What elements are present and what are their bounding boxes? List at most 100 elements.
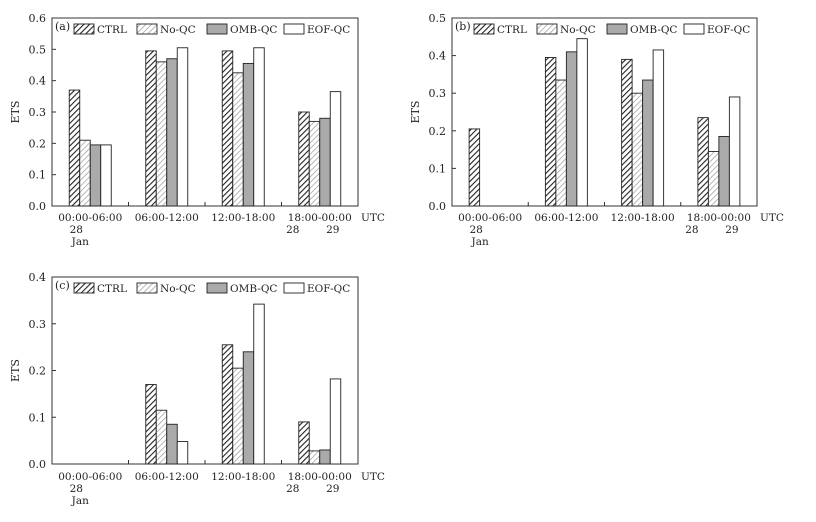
bar-omb xyxy=(242,62,255,207)
bar-noqc xyxy=(308,120,321,207)
legend-swatch-ctrl xyxy=(73,23,95,35)
date-label: Jan xyxy=(471,236,489,248)
date-label: 28 xyxy=(70,483,83,495)
date-label: 29 xyxy=(326,224,339,236)
date-label: 28 xyxy=(70,224,83,236)
x-tick-label: 12:00-18:00 xyxy=(211,212,275,224)
bar-eof xyxy=(576,38,588,207)
bar-noqc xyxy=(555,79,567,207)
x-tick-label: 00:00-06:00 xyxy=(58,471,122,483)
y-tick-label: 0.3 xyxy=(29,106,47,119)
date-label: 29 xyxy=(326,483,339,495)
legend-swatch-ctrl xyxy=(73,282,95,294)
y-tick-label: 0.0 xyxy=(29,458,47,471)
x-tick-label: 06:00-12:00 xyxy=(135,471,199,483)
legend-label-omb: OMB-QC xyxy=(230,24,277,36)
chart-panel-c: 0.0 0.1 0.2 0.3 0.4 ETS (c) 00:00-06:00 06:00-12… xyxy=(9,271,385,507)
legend-swatch-noqc xyxy=(136,282,158,294)
bar-eof xyxy=(176,47,189,207)
bar-ctrl xyxy=(145,384,157,465)
x-tick-label: 00:00-06:00 xyxy=(58,212,122,224)
bar-ctrl xyxy=(468,128,481,207)
legend-label-noqc: No-QC xyxy=(160,24,196,36)
panel-label: (a) xyxy=(55,20,70,33)
bar-noqc xyxy=(707,151,720,207)
y-tick-label: 0.5 xyxy=(29,43,47,56)
bar-noqc xyxy=(155,61,168,207)
bar-ctrl xyxy=(68,89,81,207)
legend-label-ctrl: CTRL xyxy=(97,24,127,36)
bar-eof xyxy=(253,47,265,207)
y-tick-label: 0.1 xyxy=(29,169,47,182)
legend: CTRL No-QC OMB-QC EOF-QC xyxy=(73,23,350,36)
y-tick-label: 0.0 xyxy=(429,200,447,213)
legend: CTRL No-QC OMB-QC EOF-QC xyxy=(473,23,750,36)
y-tick-label: 0.6 xyxy=(29,12,47,25)
bar-omb xyxy=(166,58,178,207)
bar-ctrl xyxy=(298,111,310,207)
bar-ctrl xyxy=(544,57,557,207)
bar-omb xyxy=(89,144,102,207)
y-tick-label: 0.2 xyxy=(429,125,447,138)
legend-swatch-eof xyxy=(683,23,705,35)
plot-frame xyxy=(51,276,359,465)
bar-noqc xyxy=(79,139,91,207)
x-tick-label: 12:00-18:00 xyxy=(611,212,675,224)
bar-omb xyxy=(565,51,578,207)
bar-ctrl xyxy=(298,421,310,465)
x-unit-label: UTC xyxy=(760,212,784,224)
legend-label-ctrl: CTRL xyxy=(97,283,127,295)
x-tick-label: 12:00-18:00 xyxy=(211,471,275,483)
bar-ctrl xyxy=(621,58,633,207)
bar-noqc xyxy=(308,450,321,465)
x-unit-label: UTC xyxy=(361,471,385,483)
bar-ctrl xyxy=(697,117,709,207)
bar-eof xyxy=(176,441,189,465)
bar-eof xyxy=(253,303,265,465)
bar-eof xyxy=(728,96,741,207)
bar-eof xyxy=(652,49,665,207)
legend-label-ctrl: CTRL xyxy=(497,24,527,36)
legend-swatch-noqc xyxy=(136,23,158,35)
legend-label-omb: OMB-QC xyxy=(630,24,677,36)
chart-panel-a: 0.0 0.1 0.2 0.3 0.4 0.5 0.6 ETS (a) 00:00-06:00 06… xyxy=(9,12,385,248)
y-axis-label: ETS xyxy=(9,101,22,124)
legend-swatch-eof xyxy=(283,23,305,35)
bar-noqc xyxy=(631,92,644,207)
y-tick-label: 0.4 xyxy=(29,271,47,284)
bar-omb xyxy=(319,449,331,465)
y-tick-label: 0.3 xyxy=(29,318,47,331)
panel-label: (b) xyxy=(455,20,471,33)
legend: CTRL No-QC OMB-QC EOF-QC xyxy=(73,282,350,295)
legend-label-eof: EOF-QC xyxy=(307,24,350,36)
bar-ctrl xyxy=(221,50,234,207)
x-tick-label: 18:00-00:00 xyxy=(288,471,352,483)
y-axis-label: ETS xyxy=(9,359,22,382)
y-tick-label: 0.5 xyxy=(429,12,447,25)
date-label: 29 xyxy=(725,224,738,236)
bar-omb xyxy=(642,79,654,207)
panel-label: (c) xyxy=(55,279,70,292)
date-label: 28 xyxy=(469,224,482,236)
legend-swatch-eof xyxy=(283,282,305,294)
legend-label-eof: EOF-QC xyxy=(707,24,750,36)
bar-noqc xyxy=(232,367,244,465)
y-tick-label: 0.2 xyxy=(29,137,47,150)
bar-ctrl xyxy=(221,344,234,465)
date-label: Jan xyxy=(71,495,89,507)
bar-eof xyxy=(329,91,342,207)
x-tick-label: 18:00-00:00 xyxy=(288,212,352,224)
date-label: 28 xyxy=(286,224,299,236)
legend-swatch-omb xyxy=(206,282,228,294)
y-tick-label: 0.3 xyxy=(429,87,447,100)
bar-noqc xyxy=(232,72,244,207)
date-label: 28 xyxy=(685,224,698,236)
x-tick-label: 18:00-00:00 xyxy=(687,212,751,224)
y-tick-label: 0.1 xyxy=(429,162,447,175)
chart-panel-b: 0.0 0.1 0.2 0.3 0.4 0.5 ETS (b) 00:00-06:00 06:00… xyxy=(409,12,784,248)
legend-swatch-omb xyxy=(206,23,228,35)
date-label: 28 xyxy=(286,483,299,495)
legend-label-eof: EOF-QC xyxy=(307,283,350,295)
legend-label-noqc: No-QC xyxy=(160,283,196,295)
